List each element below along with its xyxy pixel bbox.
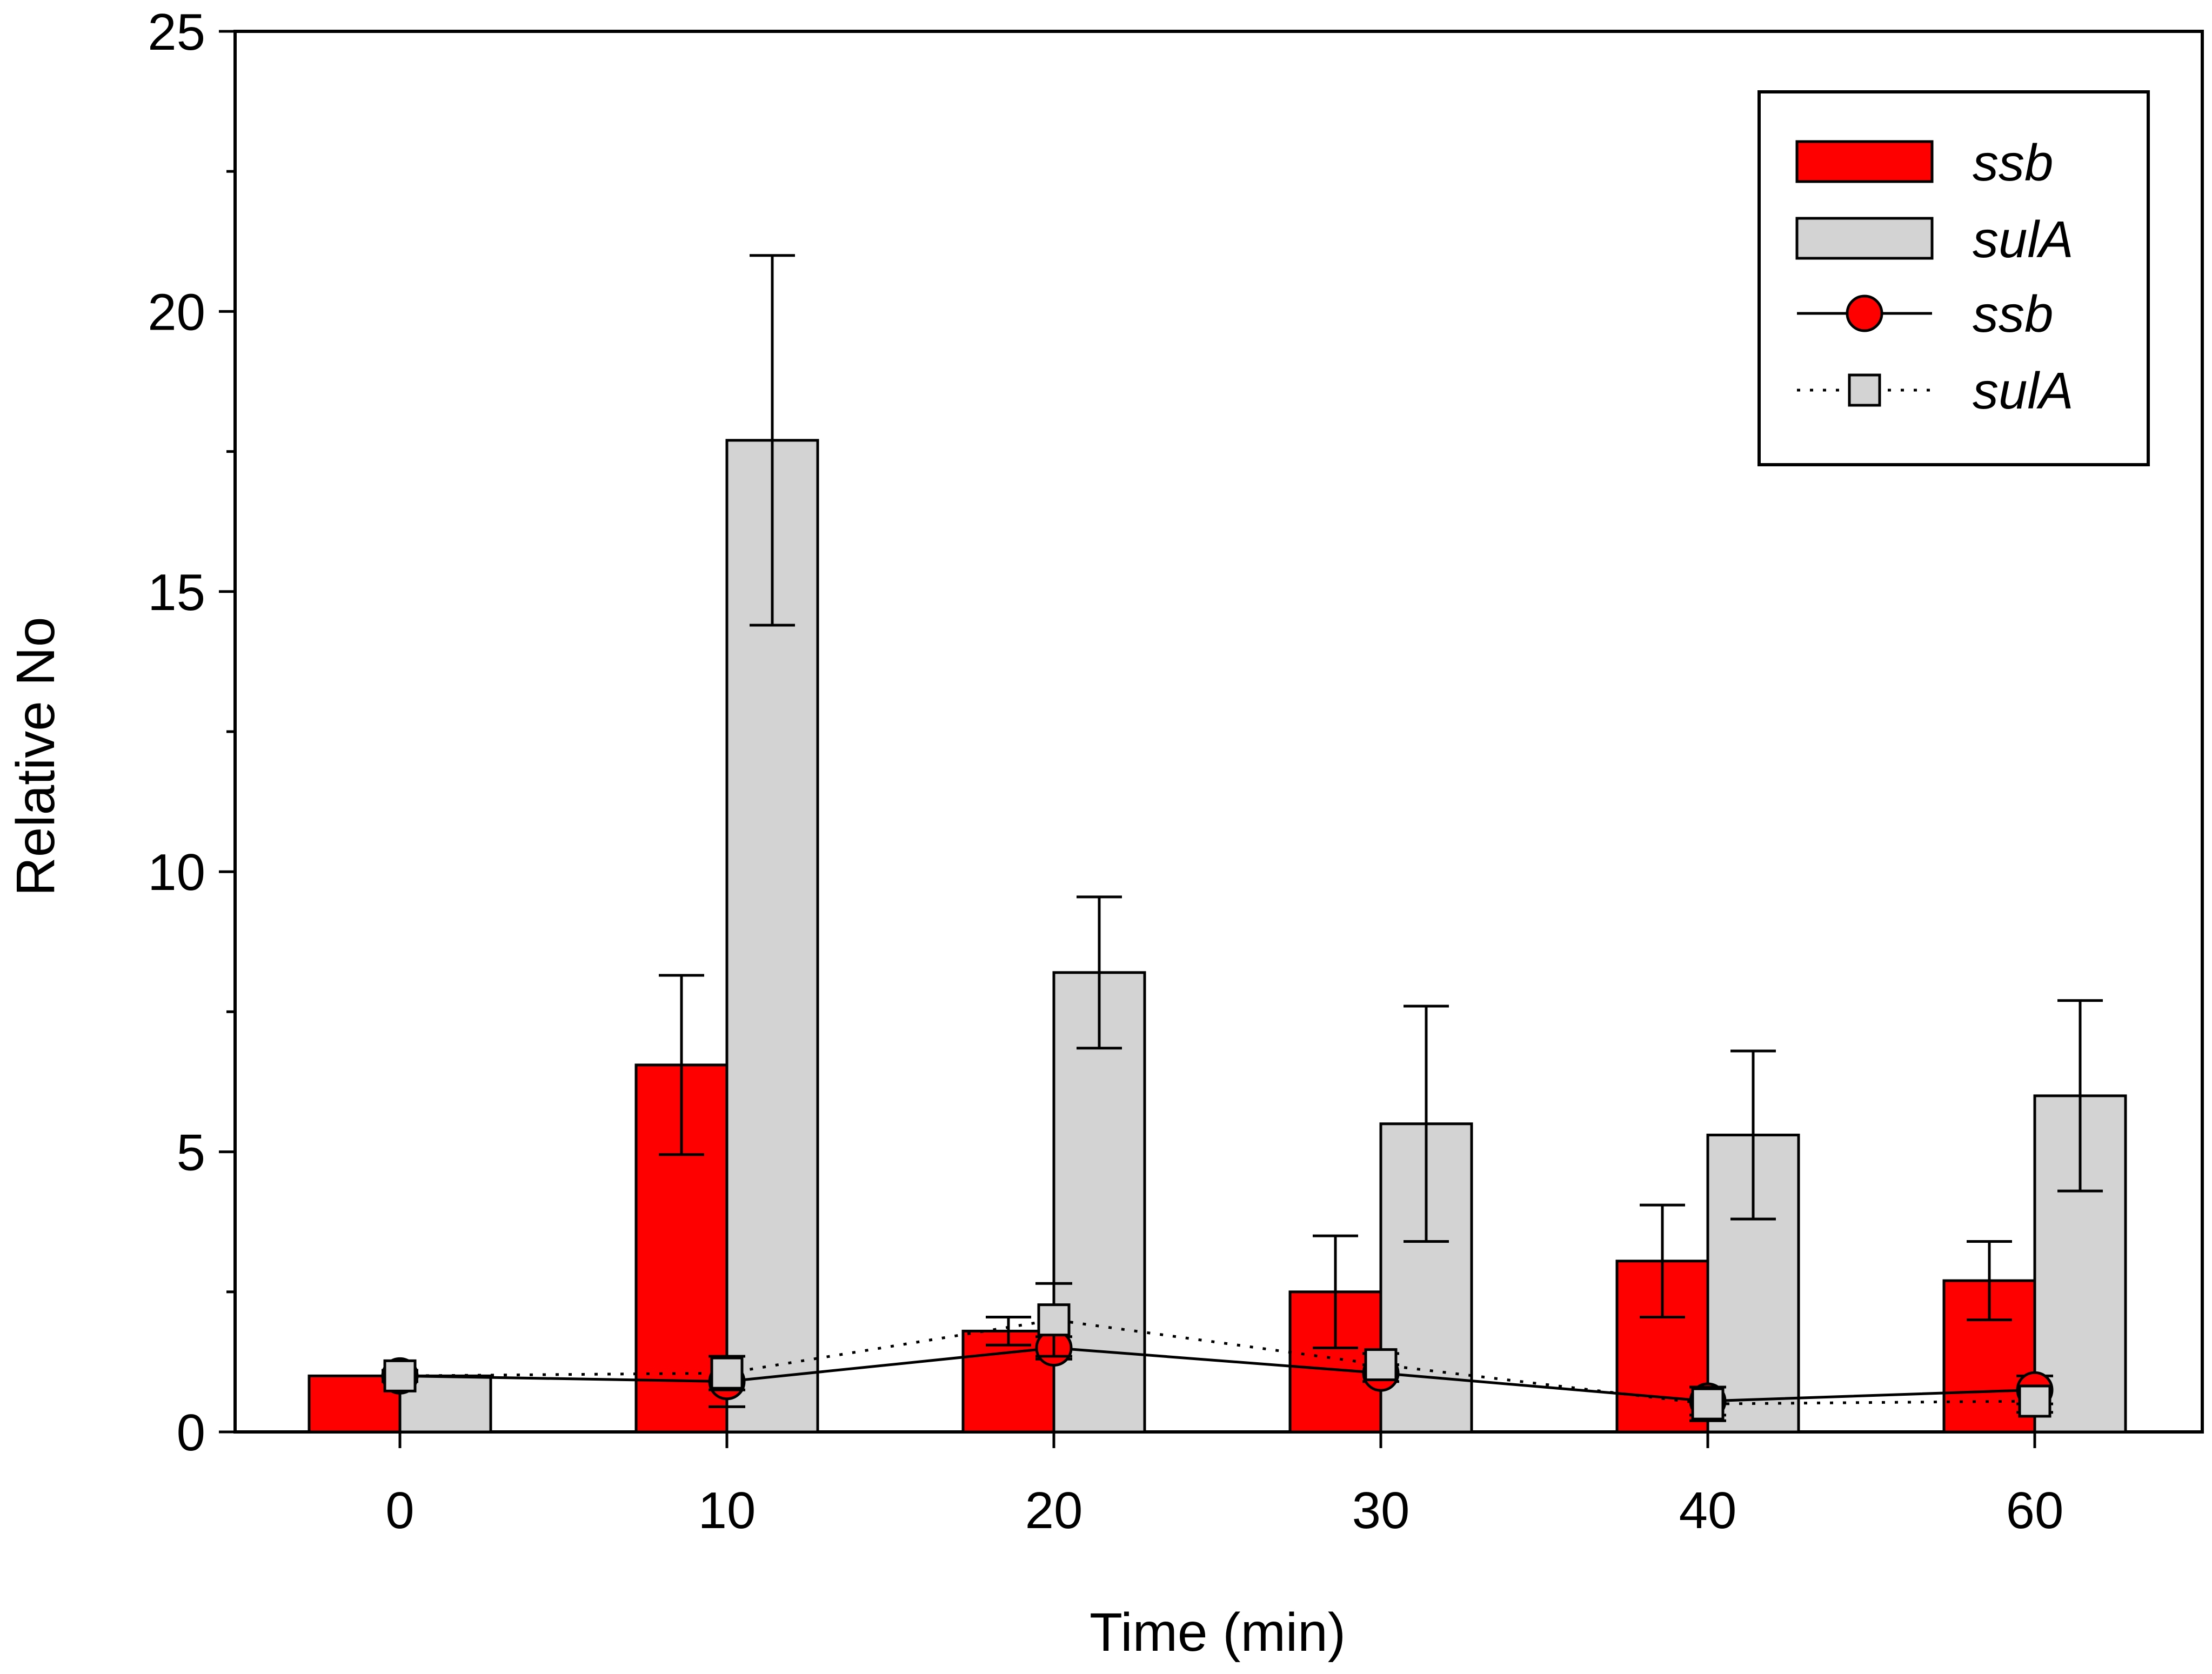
y-tick-label: 15	[148, 564, 205, 621]
x-tick-label: 10	[698, 1482, 756, 1539]
legend-swatch-sula-bar	[1795, 217, 1934, 260]
y-axis-title: Relative No	[5, 617, 66, 896]
y-tick-label: 5	[177, 1124, 205, 1182]
legend-label-ssb-line: ssb	[1973, 285, 2053, 343]
point-sula	[710, 1356, 744, 1390]
x-axis-title: Time (min)	[1090, 1602, 1346, 1663]
legend-label-sula-line: sulA	[1973, 362, 2074, 420]
point-sula	[1364, 1348, 1398, 1382]
y-tick-label: 0	[177, 1404, 205, 1462]
axes: 0 5 10 15 20 25 0 10 20 30 40 60	[148, 3, 2063, 1539]
legend-label-sula-bar: sulA	[1973, 211, 2074, 269]
bars	[308, 439, 2127, 1434]
y-tick-label: 10	[148, 843, 205, 901]
x-tick-label: 40	[1679, 1482, 1737, 1539]
line-sula	[399, 1318, 2035, 1405]
x-tick-label: 0	[385, 1482, 414, 1539]
point-sula	[383, 1359, 417, 1392]
bar-error-bars	[659, 254, 2103, 1349]
y-tick-label: 20	[148, 283, 205, 341]
legend-marker-ssb	[1846, 294, 1883, 332]
legend-marker-sula	[1848, 373, 1881, 407]
line-ssb	[399, 1346, 2035, 1403]
x-tick-label: 60	[2006, 1482, 2064, 1539]
bar-ssb	[308, 1374, 402, 1434]
point-sula	[1691, 1387, 1725, 1421]
y-tick-label: 25	[148, 3, 205, 61]
x-tick-label: 20	[1025, 1482, 1083, 1539]
point-sula	[1037, 1303, 1071, 1337]
legend-swatch-ssb-bar	[1795, 140, 1934, 183]
x-tick-label: 30	[1352, 1482, 1410, 1539]
point-sula	[2018, 1384, 2051, 1418]
legend: ssb sulA ssb sulA	[1757, 90, 2150, 466]
line-series	[381, 1282, 2054, 1422]
legend-label-ssb-bar: ssb	[1973, 134, 2053, 192]
